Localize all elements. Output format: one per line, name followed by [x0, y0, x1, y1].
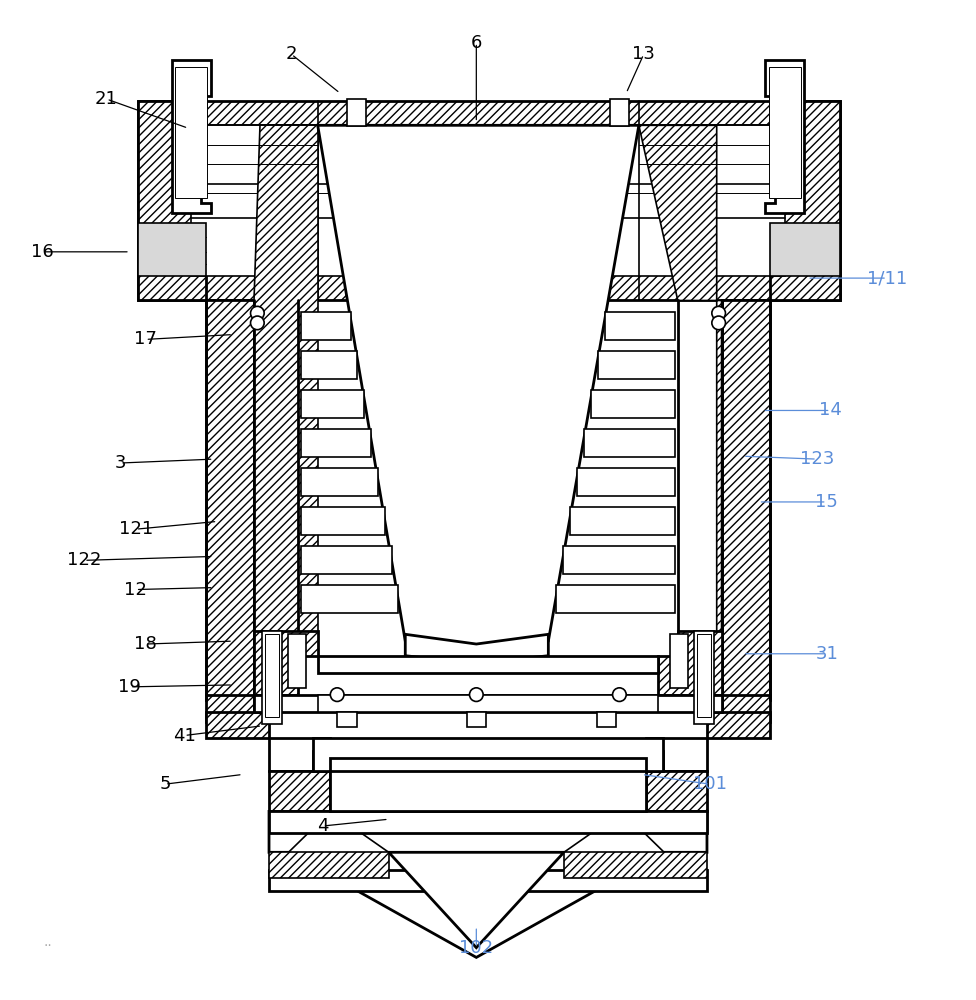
Polygon shape [330, 771, 646, 811]
Polygon shape [659, 631, 721, 695]
Polygon shape [255, 695, 721, 712]
Bar [570, 507, 674, 535]
Polygon shape [646, 771, 707, 811]
Polygon shape [206, 695, 255, 722]
Polygon shape [138, 101, 840, 300]
Bar [302, 585, 398, 613]
Polygon shape [138, 101, 206, 300]
Circle shape [251, 306, 264, 320]
Bar [302, 351, 357, 379]
Bar [597, 712, 617, 727]
Bar [289, 634, 306, 688]
Polygon shape [172, 60, 211, 213]
Polygon shape [206, 712, 269, 738]
Text: ··: ·· [44, 939, 53, 953]
Text: 2: 2 [286, 45, 297, 63]
Polygon shape [138, 223, 206, 276]
Text: 5: 5 [159, 775, 171, 793]
Bar [317, 695, 659, 712]
Polygon shape [317, 125, 639, 661]
Text: 19: 19 [118, 678, 142, 696]
Polygon shape [646, 738, 707, 771]
Bar [591, 390, 674, 418]
Text: 18: 18 [134, 635, 157, 653]
Bar [302, 312, 350, 340]
Bar [302, 546, 391, 574]
Polygon shape [269, 738, 330, 771]
Polygon shape [269, 852, 388, 878]
Polygon shape [564, 852, 707, 878]
Bar [302, 507, 385, 535]
Bar [467, 712, 486, 727]
Text: 1/11: 1/11 [867, 269, 907, 287]
Text: 102: 102 [460, 939, 494, 957]
Text: 13: 13 [632, 45, 655, 63]
Text: 21: 21 [95, 90, 118, 108]
Polygon shape [206, 300, 255, 700]
Polygon shape [721, 300, 770, 700]
Bar [302, 468, 378, 496]
Bar [610, 99, 630, 126]
Polygon shape [269, 771, 330, 811]
Text: 121: 121 [118, 520, 153, 538]
Text: 31: 31 [815, 645, 838, 663]
Polygon shape [639, 125, 721, 675]
Text: 16: 16 [31, 243, 54, 261]
Bar [265, 634, 279, 717]
Circle shape [469, 688, 483, 701]
Polygon shape [191, 125, 785, 276]
Text: 41: 41 [173, 727, 196, 745]
Bar [563, 546, 674, 574]
Bar [598, 351, 674, 379]
Polygon shape [770, 101, 840, 300]
Polygon shape [388, 852, 564, 948]
Text: 101: 101 [693, 775, 727, 793]
Bar [269, 811, 707, 833]
Bar [697, 634, 711, 717]
Text: 4: 4 [317, 817, 328, 835]
Polygon shape [313, 738, 663, 771]
Bar [577, 468, 674, 496]
Circle shape [613, 688, 627, 701]
Text: 17: 17 [134, 330, 157, 348]
Bar [769, 67, 801, 198]
Bar [346, 99, 366, 126]
Circle shape [330, 688, 344, 701]
Bar [317, 656, 659, 673]
Bar [269, 870, 707, 891]
Circle shape [712, 316, 725, 330]
Circle shape [712, 306, 725, 320]
Bar [585, 429, 674, 457]
Text: 3: 3 [114, 454, 126, 472]
Text: 6: 6 [470, 34, 482, 52]
Bar [263, 631, 282, 724]
Polygon shape [707, 712, 770, 738]
Text: 15: 15 [815, 493, 838, 511]
Bar [302, 429, 371, 457]
Polygon shape [770, 223, 840, 276]
Bar [694, 631, 713, 724]
Text: 14: 14 [819, 401, 842, 419]
Bar [670, 634, 687, 688]
Bar [302, 390, 364, 418]
Polygon shape [721, 695, 770, 722]
Polygon shape [765, 60, 804, 213]
Text: 122: 122 [67, 551, 102, 569]
Polygon shape [255, 125, 317, 675]
Text: 123: 123 [799, 450, 834, 468]
Bar [556, 585, 674, 613]
Bar [337, 712, 356, 727]
Polygon shape [269, 811, 707, 957]
Bar [605, 312, 674, 340]
Bar [175, 67, 207, 198]
Polygon shape [255, 631, 317, 695]
Polygon shape [405, 634, 549, 664]
Text: 12: 12 [124, 581, 147, 599]
Circle shape [251, 316, 264, 330]
